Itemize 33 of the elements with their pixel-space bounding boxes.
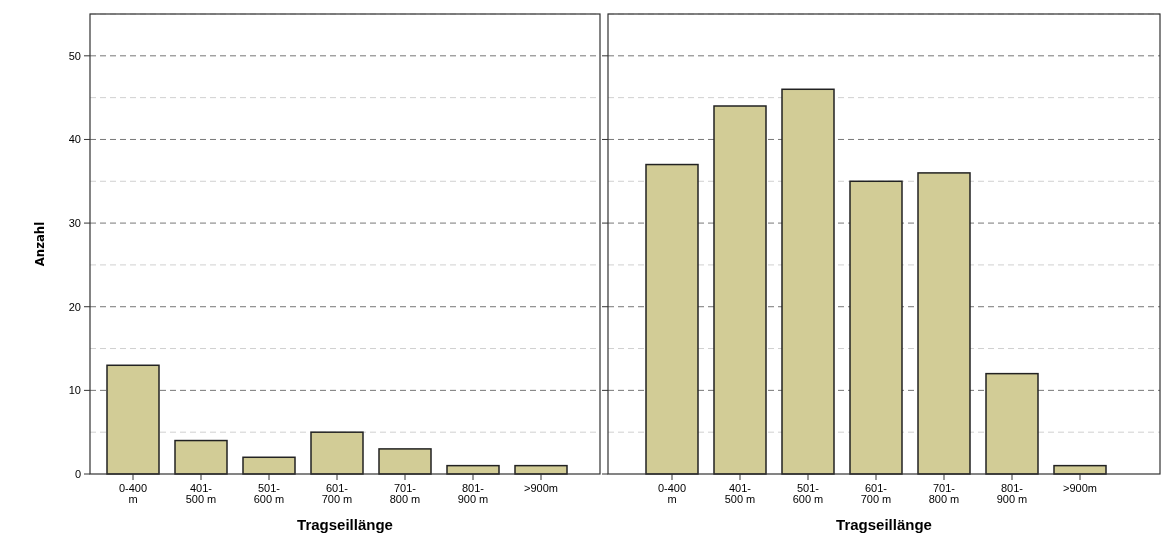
bar [378, 448, 432, 475]
x-tick-label: 0-400 m [657, 482, 687, 505]
x-tick-label: 701- 800 m [928, 482, 960, 505]
x-tick-label: 401- 500 m [724, 482, 756, 505]
x-tick-label: 801- 900 m [457, 482, 489, 505]
y-tick-label: 10 [68, 384, 81, 397]
x-tick-label: 401- 500 m [185, 482, 217, 505]
bar [713, 105, 767, 475]
bar [849, 180, 903, 475]
x-tick-label: 801- 900 m [996, 482, 1028, 505]
bar [310, 431, 364, 475]
x-tick-label: >900m [1063, 482, 1097, 494]
bar [781, 88, 835, 475]
y-tick-label: 40 [68, 133, 81, 146]
bar [917, 172, 971, 475]
x-tick-label: 701- 800 m [389, 482, 421, 505]
y-tick-label: 0 [74, 467, 81, 480]
bar [106, 364, 160, 475]
x-tick-label: 501- 600 m [792, 482, 824, 505]
bar [985, 372, 1039, 475]
y-tick-label: 50 [68, 49, 81, 62]
x-axis-title: Tragseillänge [297, 516, 393, 533]
bar [174, 439, 228, 475]
x-tick-label: 601- 700 m [860, 482, 892, 505]
x-tick-label: 501- 600 m [253, 482, 285, 505]
x-tick-label: 601- 700 m [321, 482, 353, 505]
y-tick-label: 20 [68, 300, 81, 313]
bar [645, 163, 699, 475]
y-axis-title: Anzahl [32, 221, 47, 267]
x-tick-label: >900m [524, 482, 558, 494]
x-axis-title: Tragseillänge [836, 516, 932, 533]
y-tick-label: 30 [68, 216, 81, 229]
x-tick-label: 0-400 m [118, 482, 148, 505]
